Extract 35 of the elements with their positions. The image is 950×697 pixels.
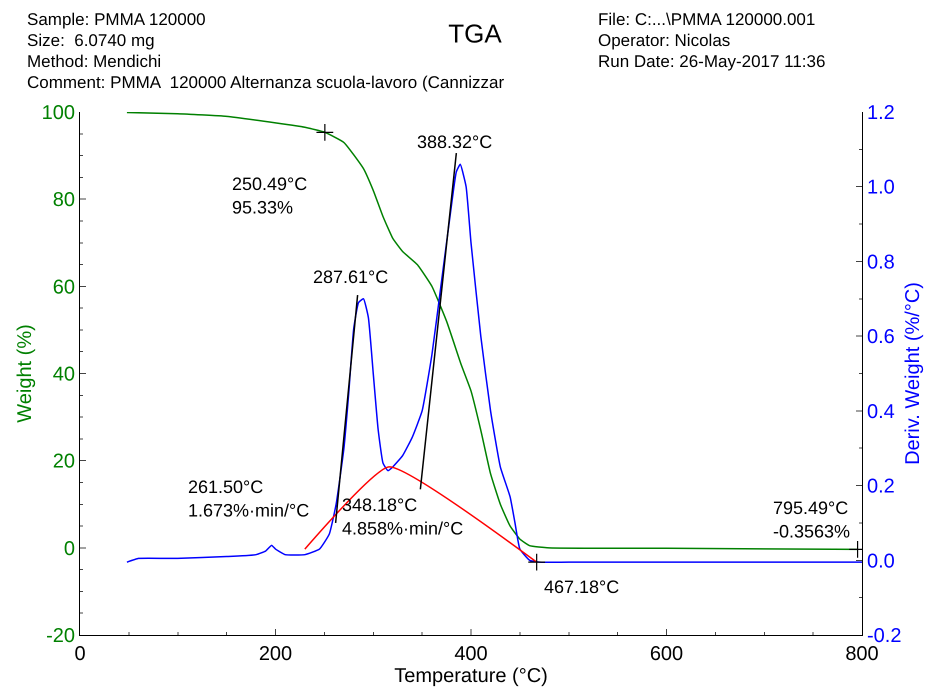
y2-axis-title: Deriv. Weight (%/°C)	[902, 282, 924, 465]
y-tick-label: 80	[52, 189, 75, 212]
x-axis-title: Temperature (°C)	[394, 665, 548, 687]
y2-tick-label: 0.0	[867, 550, 895, 572]
annotation: 250.49°C 95.33%	[232, 174, 308, 218]
text: Run Date: 26-May-2017 11:36	[598, 52, 826, 71]
text: Operator: Nicolas	[598, 31, 730, 50]
y2-tick-label: 1.0	[867, 176, 895, 199]
y-tick-label: 40	[52, 364, 75, 386]
y2-tick-label: 0.4	[867, 400, 895, 423]
text: Size: 6.0740 mg	[27, 31, 155, 50]
annotation: 261.50°C 1.673%·min/°C	[188, 477, 310, 520]
annotation: 795.49°C -0.3563%	[773, 498, 850, 542]
annotation: 467.18°C	[544, 577, 620, 597]
y2-tick-label: 0.6	[867, 326, 895, 348]
y-tick-label: -20	[46, 625, 75, 647]
text: File: C:...\PMMA 120000.001	[598, 10, 816, 29]
y-tick-label: 20	[52, 450, 75, 473]
x-tick-label: 600	[650, 643, 684, 665]
y2-tick-label: 0.8	[867, 251, 895, 274]
y-tick-label: 0	[64, 538, 75, 560]
text: Comment: PMMA 120000 Alternanza scuola-lavoro (Cannizzar	[27, 73, 505, 92]
annotation: 287.61°C	[313, 267, 388, 287]
annotation: 388.32°C	[417, 132, 492, 152]
x-tick-label: 200	[258, 643, 292, 665]
text: Sample: PMMA 120000	[27, 10, 206, 29]
y-tick-label: 60	[52, 276, 75, 298]
annotation: 348.18°C 4.858%·min/°C	[342, 495, 464, 538]
text: Method: Mendichi	[27, 52, 162, 71]
x-tick-label: 400	[454, 643, 488, 665]
y-tick-label: 100	[42, 102, 75, 124]
y2-tick-label: 0.2	[867, 476, 895, 498]
y-axis-title: Weight (%)	[14, 324, 36, 423]
y2-tick-label: 1.2	[867, 102, 895, 124]
chart-title: TGA	[448, 18, 502, 49]
